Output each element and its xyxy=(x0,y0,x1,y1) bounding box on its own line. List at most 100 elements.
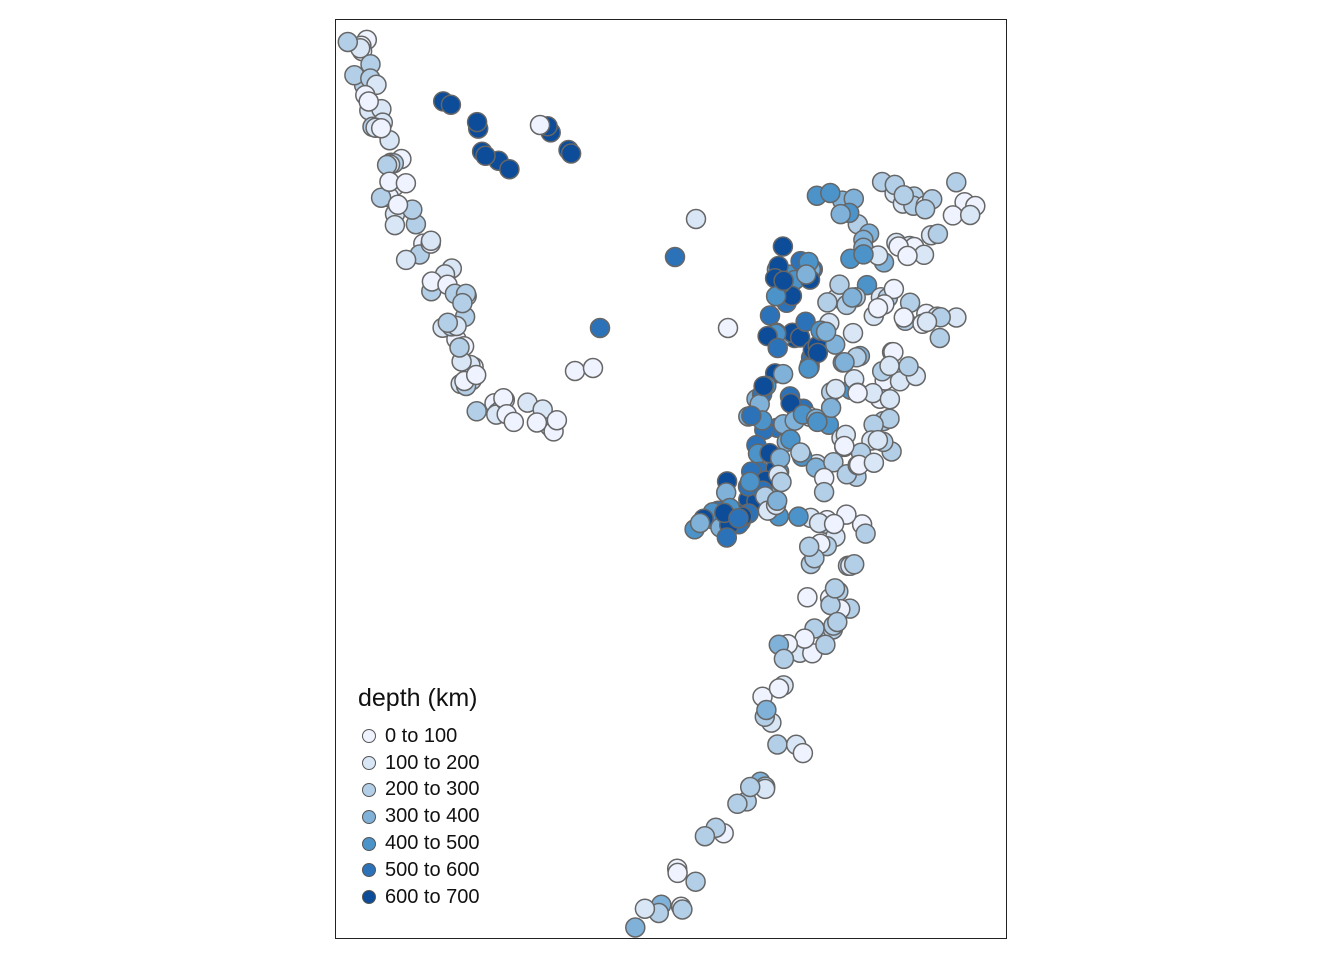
legend-swatch xyxy=(362,782,376,797)
quake-point xyxy=(795,311,816,332)
quake-point xyxy=(796,264,817,285)
quake-point xyxy=(689,512,711,534)
quake-point xyxy=(437,312,459,334)
legend-swatch xyxy=(362,863,376,878)
quake-point xyxy=(855,523,876,544)
quake-point xyxy=(863,452,885,473)
quake-point xyxy=(834,435,855,457)
quake-point xyxy=(384,214,406,236)
legend-swatch xyxy=(362,836,376,851)
quake-point xyxy=(797,587,818,608)
quake-point xyxy=(694,825,716,847)
quake-point xyxy=(337,31,359,53)
quake-point xyxy=(589,317,611,339)
quake-point xyxy=(825,378,847,400)
quake-point xyxy=(772,363,794,385)
legend-item: 200 to 300 xyxy=(358,777,480,804)
legend-swatch xyxy=(362,809,376,824)
quake-point xyxy=(370,117,392,139)
quake-point xyxy=(452,292,473,314)
quake-point xyxy=(741,405,762,426)
quake-point xyxy=(529,114,551,136)
quake-point xyxy=(664,246,686,268)
quake-point xyxy=(788,506,809,527)
quake-point xyxy=(465,364,487,386)
quake-point xyxy=(503,411,525,433)
map-frame[interactable] xyxy=(335,19,1007,939)
quake-point xyxy=(773,648,795,670)
quake-point xyxy=(897,245,918,267)
quake-point xyxy=(387,194,409,216)
quake-point xyxy=(634,898,656,919)
quake-point xyxy=(759,305,781,326)
legend-label: 600 to 700 xyxy=(385,885,480,908)
quake-point xyxy=(766,490,788,512)
quake-point xyxy=(756,699,777,721)
quake-point xyxy=(946,171,967,193)
legend-swatch xyxy=(362,890,376,905)
quake-point xyxy=(728,508,749,529)
quake-point xyxy=(827,611,848,633)
quake-point xyxy=(672,899,693,920)
quake-point xyxy=(772,236,794,257)
quake-point xyxy=(420,230,442,252)
quake-point xyxy=(395,249,417,271)
quake-point xyxy=(499,158,520,180)
quake-point xyxy=(834,352,855,373)
legend-item: 300 to 400 xyxy=(358,803,480,830)
quake-point xyxy=(466,111,488,133)
quake-point xyxy=(916,311,938,333)
quake-point xyxy=(830,203,851,225)
quake-point xyxy=(829,274,850,295)
quake-point xyxy=(823,513,845,535)
quake-point xyxy=(358,91,379,112)
quake-point xyxy=(739,776,761,798)
quake-point xyxy=(815,321,837,343)
quake-point xyxy=(813,481,835,503)
quake-point xyxy=(466,401,487,422)
quake-point xyxy=(927,223,949,245)
quake-point xyxy=(842,322,864,344)
quake-point xyxy=(767,734,788,755)
quake-point xyxy=(807,342,829,364)
quake-point xyxy=(820,182,841,204)
legend-item: 100 to 200 xyxy=(358,750,480,777)
quake-point xyxy=(771,471,792,493)
legend-rows: 0 to 100 100 to 200 200 to 300 300 to 400 40… xyxy=(358,723,480,911)
quake-point xyxy=(841,287,863,308)
quake-point xyxy=(717,317,739,339)
quake-point xyxy=(817,292,838,313)
quake-point xyxy=(716,527,738,548)
legend-label: 500 to 600 xyxy=(385,858,480,881)
quake-point xyxy=(753,375,774,397)
legend-label: 0 to 100 xyxy=(385,724,458,747)
quake-point xyxy=(739,471,761,493)
quake-point xyxy=(449,337,470,358)
quake-point xyxy=(807,411,828,433)
legend-item: 500 to 600 xyxy=(358,857,480,884)
quake-point xyxy=(773,270,794,292)
quake-point xyxy=(475,145,496,167)
legend: depth (km) 0 to 100 100 to 200 200 to 300 3… xyxy=(358,684,480,911)
quake-point xyxy=(526,412,548,433)
legend-title: depth (km) xyxy=(358,684,478,712)
quake-point xyxy=(440,94,462,115)
quake-point xyxy=(823,452,844,473)
legend-label: 100 to 200 xyxy=(385,751,480,774)
legend-swatch xyxy=(362,756,376,771)
legend-item: 600 to 700 xyxy=(358,884,480,911)
quake-point xyxy=(582,357,604,379)
quake-point xyxy=(625,917,646,938)
quake-point xyxy=(685,208,707,230)
quake-point xyxy=(667,862,688,884)
quake-point xyxy=(824,578,846,599)
quake-point xyxy=(820,397,842,419)
legend-swatch xyxy=(362,729,376,744)
quake-point xyxy=(929,327,951,349)
quake-point xyxy=(768,678,790,699)
quake-point xyxy=(847,382,868,404)
quake-point xyxy=(815,634,836,655)
legend-item: 0 to 100 xyxy=(358,723,480,750)
quake-point xyxy=(867,297,889,319)
